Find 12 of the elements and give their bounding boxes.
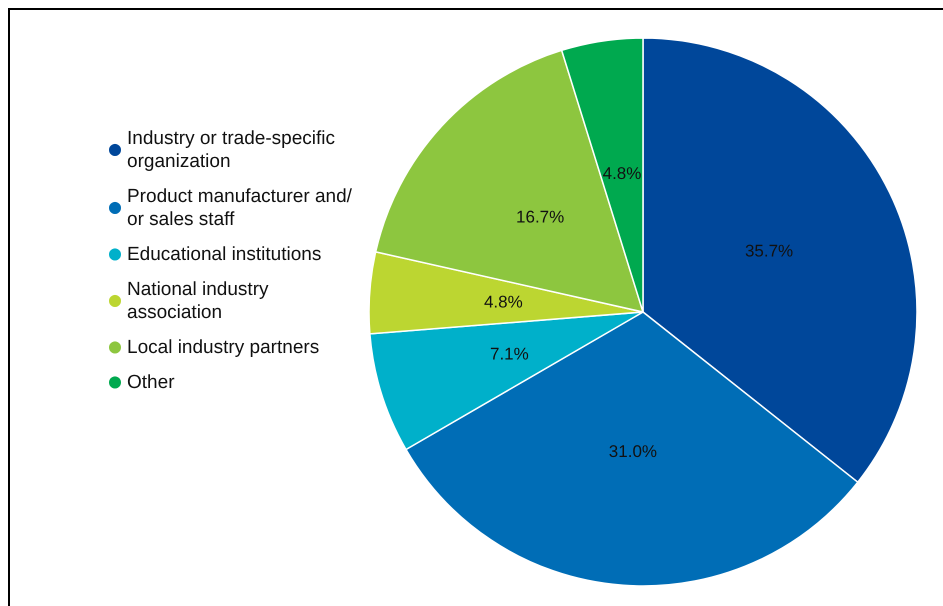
legend-label: Educational institutions <box>127 244 322 265</box>
legend-label: Product manufacturer and/or sales staff <box>127 186 353 230</box>
legend-label: National industry association <box>127 279 274 323</box>
data-label: 31.0% <box>608 442 658 462</box>
legend-label: Industry or trade-specific organization <box>127 128 340 172</box>
data-label: 4.8% <box>602 164 642 184</box>
data-label: 16.7% <box>516 208 564 227</box>
legend-label: Other <box>127 372 176 393</box>
legend-label: Local industry partners <box>127 337 320 358</box>
data-label: 35.7% <box>744 242 794 261</box>
data-label: 4.8% <box>484 292 523 312</box>
data-label: 7.1% <box>490 344 529 364</box>
